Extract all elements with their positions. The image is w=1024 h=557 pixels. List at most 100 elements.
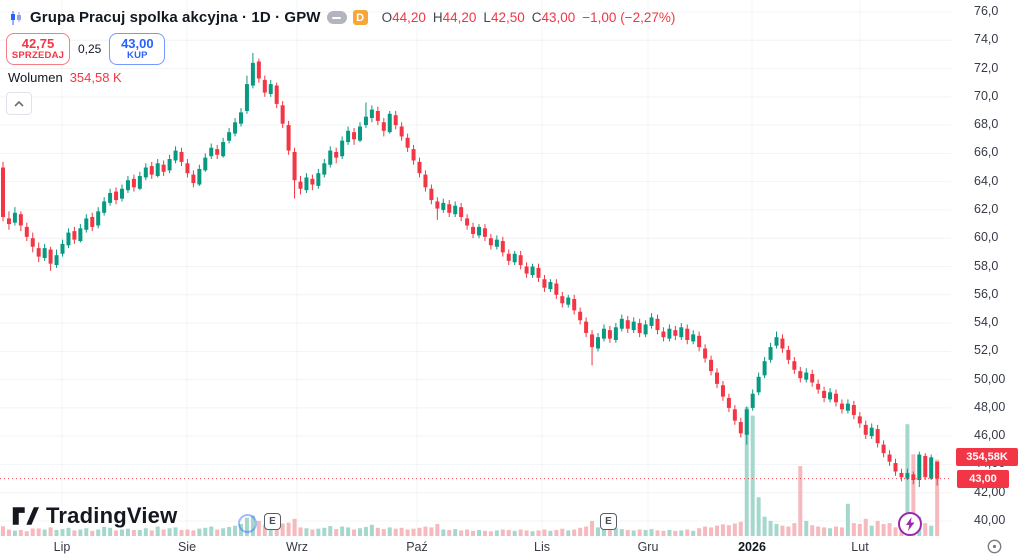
price-tick-label: 54,0: [974, 315, 999, 330]
volume-bar: [423, 526, 428, 536]
volume-bar: [108, 527, 113, 536]
volume-bar: [375, 527, 380, 536]
candle-body: [125, 180, 130, 191]
candle-body: [673, 330, 678, 336]
volume-bar: [155, 526, 160, 536]
close-label: C: [531, 10, 542, 25]
volume-bar: [816, 526, 821, 536]
volume-bar: [48, 527, 53, 536]
candle-body: [352, 132, 357, 140]
volume-bar: [131, 529, 136, 536]
symbol-header: Grupa Pracuj spolka akcyjna · 1D · GPW D…: [8, 9, 675, 26]
price-tick-label: 46,00: [974, 428, 1006, 443]
volume-bar: [720, 524, 725, 536]
volume-bar: [560, 528, 565, 536]
candle-body: [197, 168, 202, 185]
candle-body: [834, 393, 838, 403]
time-tick-label: Lip: [53, 540, 71, 554]
last-price-badge: 43,00: [957, 469, 1009, 488]
candle-body: [358, 126, 362, 141]
volume-bar: [191, 530, 196, 536]
interval-badge[interactable]: D: [352, 10, 368, 25]
volume-axis-badge: 354,58K: [956, 448, 1018, 466]
volume-bar: [137, 529, 142, 536]
volume-bar: [828, 528, 833, 536]
candle-body: [518, 255, 523, 266]
candle-body: [256, 61, 261, 79]
candle-body: [459, 207, 464, 218]
candle-body: [155, 163, 160, 177]
buy-button[interactable]: 43,00 KUP: [109, 33, 166, 65]
candle-body: [726, 397, 731, 408]
time-tick-label: Gru: [637, 540, 659, 554]
volume-bar: [453, 529, 458, 536]
volume-bar: [506, 529, 511, 536]
candle-body: [530, 266, 535, 275]
candle-body: [768, 347, 773, 360]
tradingview-watermark: TradingView: [12, 503, 177, 529]
candle-body: [774, 337, 779, 346]
volume-bar: [935, 459, 940, 536]
spread-value: 0,25: [78, 42, 102, 56]
candle-body: [845, 403, 850, 411]
sell-button[interactable]: 42,75 SPRZEDAJ: [6, 33, 70, 65]
axis-settings-button[interactable]: [986, 538, 1003, 557]
volume-bar: [500, 529, 505, 536]
trade-panel: 42,75 SPRZEDAJ 0,25 43,00 KUP: [6, 33, 166, 65]
candle-body: [625, 320, 630, 329]
volume-bar: [584, 526, 589, 536]
volume-bar: [387, 527, 392, 536]
volume-bar: [358, 528, 362, 536]
buy-label: KUP: [127, 49, 148, 61]
candle-body: [441, 202, 446, 210]
candle-body: [536, 267, 541, 278]
candle-body: [102, 201, 107, 213]
volume-bar: [494, 530, 499, 536]
candle-body: [857, 416, 862, 424]
volume-bar: [554, 529, 559, 536]
candle-body: [798, 371, 803, 379]
high-value: 44,20: [442, 10, 477, 25]
dividend-marker-icon[interactable]: [238, 514, 257, 533]
symbol-title[interactable]: Grupa Pracuj spolka akcyjna · 1D · GPW: [30, 9, 321, 26]
candle-body: [679, 327, 684, 338]
candle-body: [84, 218, 89, 230]
earnings-marker-icon[interactable]: E: [600, 513, 617, 530]
price-tick-label: 76,0: [974, 4, 999, 18]
visibility-pill-icon[interactable]: [326, 11, 347, 24]
earnings-marker-icon[interactable]: E: [264, 513, 281, 530]
candle-body: [816, 383, 821, 390]
candle-body: [24, 226, 29, 237]
volume-bar: [346, 527, 351, 536]
candle-body: [286, 125, 291, 151]
volume-bar: [619, 529, 624, 536]
candle-body: [923, 455, 928, 478]
volume-bar: [488, 531, 493, 536]
close-value: 43,00: [541, 10, 576, 25]
volume-bar: [863, 518, 868, 536]
volume-bar: [316, 528, 321, 536]
price-tick-label: 74,0: [974, 32, 999, 47]
volume-bar: [60, 529, 65, 536]
volume-bar: [209, 526, 214, 536]
candle-body: [506, 253, 511, 261]
time-tick-label: 2026: [738, 540, 766, 554]
volume-bar: [774, 523, 779, 536]
flash-event-icon[interactable]: [897, 511, 923, 542]
candle-body: [250, 62, 255, 86]
candle-body: [6, 218, 11, 225]
price-tick-label: 56,0: [974, 286, 999, 301]
candle-body: [18, 214, 23, 226]
candle-body: [423, 174, 428, 188]
volume-bar: [697, 528, 702, 536]
price-tick-label: 58,0: [974, 258, 999, 273]
volume-label[interactable]: Wolumen: [8, 70, 63, 85]
volume-bar: [518, 529, 523, 536]
collapse-panel-button[interactable]: [6, 92, 32, 115]
candle-body: [405, 137, 410, 148]
volume-bar: [923, 523, 928, 536]
candle-body: [494, 239, 499, 247]
candle-body: [905, 472, 910, 479]
volume-bar: [102, 526, 107, 536]
